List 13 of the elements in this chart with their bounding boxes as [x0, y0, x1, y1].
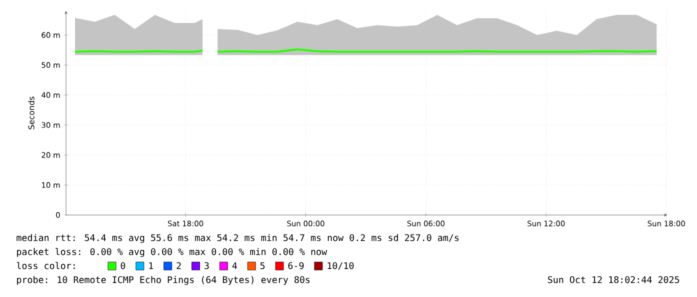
- legend-label: 10/10: [328, 262, 354, 270]
- legend-label: 1: [149, 262, 154, 269]
- text: packet loss: 0.00 % avg 0.00 % max 0.00 % min 0.00 % now: [17, 248, 328, 257]
- legend-label: 4: [232, 262, 237, 269]
- legend-label: 2: [176, 262, 181, 269]
- legend-label: 5: [260, 262, 265, 270]
- legend-label: 3: [204, 262, 209, 270]
- legend-label: 0: [120, 262, 126, 270]
- legend-title: loss color:: [16, 262, 75, 270]
- legend-label: 6-9: [288, 262, 304, 270]
- text: Sun Oct 12 18:02:44 2025: [548, 276, 680, 284]
- text: probe: 10 Remote ICMP Echo Pings (64 Bytes) every 80s: [17, 276, 310, 285]
- text: median rtt: 54.4 ms avg 55.6 ms max 54.2 ms min 54.7 ms now 0.2 ms sd 257.0 am/s: [16, 234, 459, 243]
